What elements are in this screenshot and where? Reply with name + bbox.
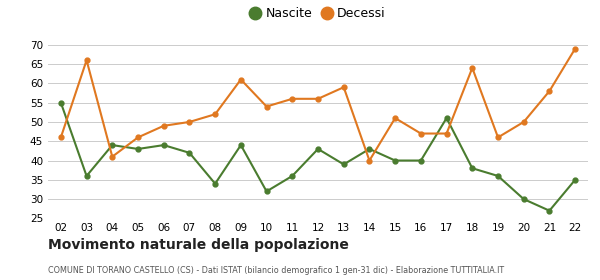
- Decessi: [212, 113, 219, 116]
- Decessi: [469, 66, 476, 70]
- Nascite: [314, 147, 322, 151]
- Decessi: [340, 86, 347, 89]
- Text: Movimento naturale della popolazione: Movimento naturale della popolazione: [48, 238, 349, 252]
- Nascite: [417, 159, 424, 162]
- Nascite: [186, 151, 193, 155]
- Nascite: [160, 143, 167, 147]
- Decessi: [520, 120, 527, 124]
- Decessi: [314, 97, 322, 101]
- Nascite: [109, 143, 116, 147]
- Text: COMUNE DI TORANO CASTELLO (CS) - Dati ISTAT (bilancio demografico 1 gen-31 dic) : COMUNE DI TORANO CASTELLO (CS) - Dati IS…: [48, 266, 504, 275]
- Nascite: [134, 147, 142, 151]
- Nascite: [212, 182, 219, 185]
- Line: Decessi: Decessi: [58, 46, 578, 163]
- Decessi: [289, 97, 296, 101]
- Nascite: [443, 116, 450, 120]
- Nascite: [340, 163, 347, 166]
- Nascite: [494, 174, 502, 178]
- Nascite: [572, 178, 579, 181]
- Decessi: [109, 155, 116, 158]
- Nascite: [392, 159, 399, 162]
- Decessi: [186, 120, 193, 124]
- Nascite: [83, 174, 90, 178]
- Decessi: [546, 89, 553, 93]
- Nascite: [57, 101, 64, 104]
- Nascite: [263, 190, 270, 193]
- Decessi: [443, 132, 450, 135]
- Decessi: [134, 136, 142, 139]
- Nascite: [366, 147, 373, 151]
- Decessi: [494, 136, 502, 139]
- Legend: Nascite, Decessi: Nascite, Decessi: [245, 3, 391, 25]
- Nascite: [237, 143, 244, 147]
- Decessi: [83, 59, 90, 62]
- Nascite: [469, 167, 476, 170]
- Decessi: [366, 159, 373, 162]
- Nascite: [520, 197, 527, 201]
- Nascite: [546, 209, 553, 212]
- Decessi: [237, 78, 244, 81]
- Decessi: [57, 136, 64, 139]
- Decessi: [417, 132, 424, 135]
- Decessi: [160, 124, 167, 127]
- Line: Nascite: Nascite: [58, 100, 578, 213]
- Decessi: [392, 116, 399, 120]
- Decessi: [263, 105, 270, 108]
- Nascite: [289, 174, 296, 178]
- Decessi: [572, 47, 579, 50]
